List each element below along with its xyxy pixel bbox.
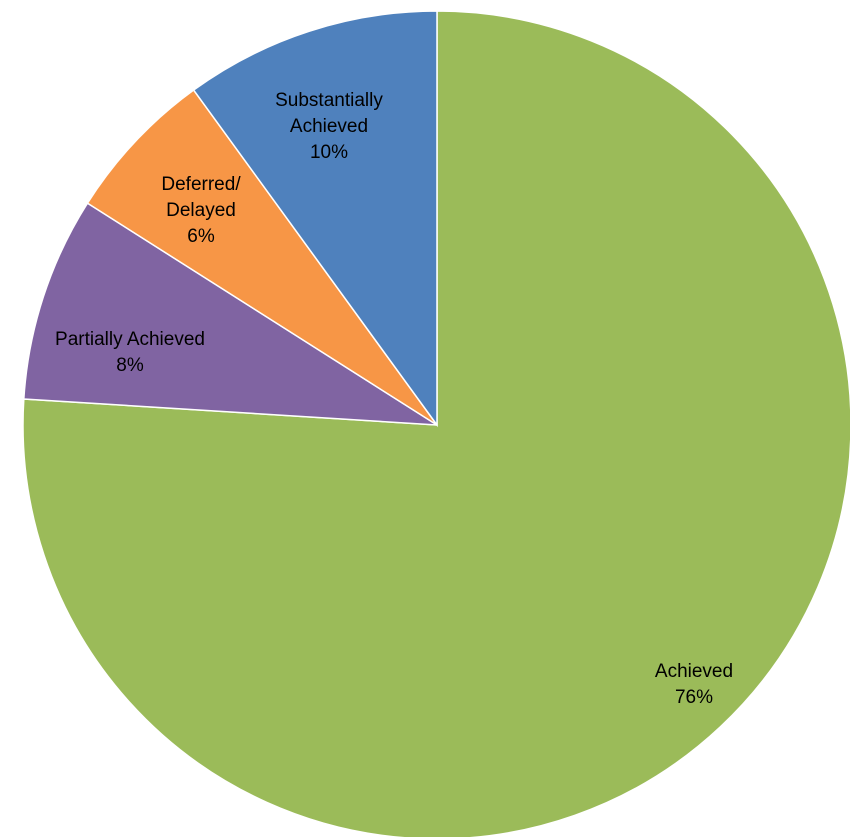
slice-label-deferred-delayed: Deferred/Delayed 6% bbox=[161, 174, 241, 247]
slice-label-achieved: Achieved 76% bbox=[655, 661, 733, 708]
pie-slice-substantially-achieved bbox=[192, 10, 438, 428]
pie-slice-deferred-delayed bbox=[86, 89, 438, 426]
pie-slice-achieved bbox=[22, 10, 850, 837]
pie-slices bbox=[22, 10, 850, 837]
pie-slice-partially-achieved bbox=[23, 202, 438, 426]
slice-label-partially-achieved: Partially Achieved 8% bbox=[55, 329, 205, 376]
slice-label-substantially-achieved: Substantially Achieved 10% bbox=[275, 90, 383, 163]
pie-labels: Achieved 76% Partially Achieved 8% Deferred/… bbox=[55, 90, 733, 708]
